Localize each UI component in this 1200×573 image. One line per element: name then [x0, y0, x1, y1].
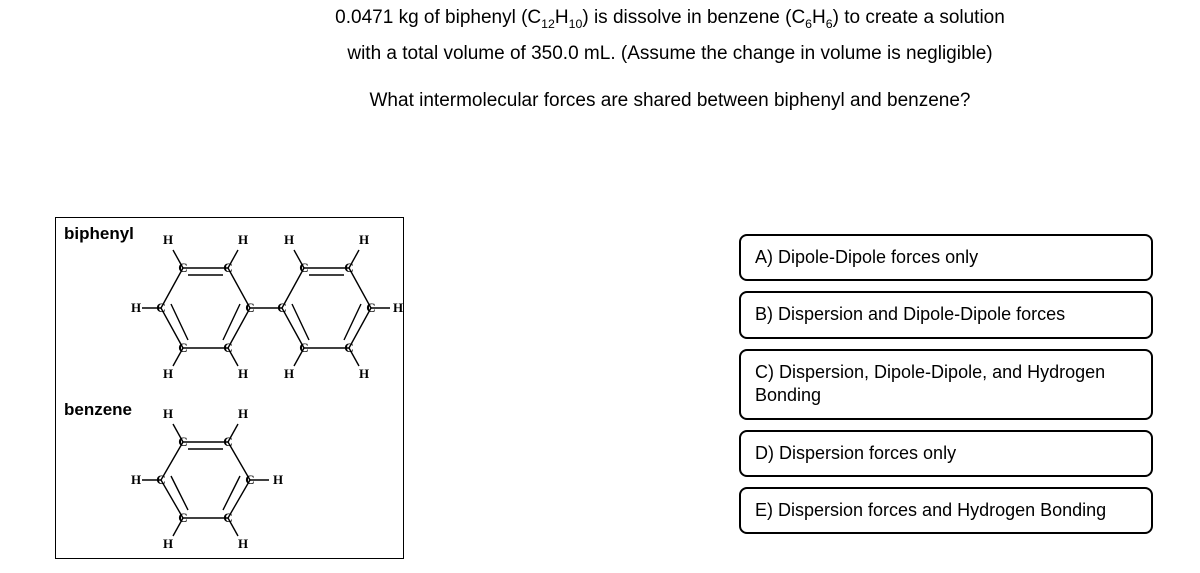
- benzene-label: benzene: [64, 400, 132, 420]
- question-followup: What intermolecular forces are shared be…: [270, 90, 1070, 112]
- svg-text:H: H: [273, 472, 283, 487]
- question-prompt: 0.0471 kg of biphenyl (C12H10) is dissol…: [270, 4, 1070, 73]
- question-line2: with a total volume of 350.0 mL. (Assume…: [270, 40, 1070, 68]
- subscript: 6: [826, 17, 833, 31]
- svg-text:C: C: [277, 300, 286, 315]
- svg-text:H: H: [163, 366, 173, 381]
- option-a[interactable]: A) Dipole-Dipole forces only: [739, 234, 1153, 281]
- svg-text:H: H: [393, 300, 403, 315]
- option-d[interactable]: D) Dispersion forces only: [739, 430, 1153, 477]
- subscript: 10: [569, 17, 583, 31]
- svg-text:H: H: [359, 232, 369, 247]
- structures-panel: biphenyl benzene: [55, 217, 404, 559]
- svg-text:C: C: [178, 510, 187, 525]
- svg-text:H: H: [238, 536, 248, 551]
- svg-text:C: C: [344, 340, 353, 355]
- svg-text:H: H: [284, 366, 294, 381]
- svg-text:H: H: [359, 366, 369, 381]
- svg-text:H: H: [284, 232, 294, 247]
- svg-text:C: C: [245, 472, 254, 487]
- svg-text:H: H: [131, 300, 141, 315]
- svg-text:C: C: [223, 260, 232, 275]
- svg-text:H: H: [163, 536, 173, 551]
- text: H: [555, 7, 569, 28]
- svg-text:H: H: [163, 406, 173, 421]
- svg-text:C: C: [223, 510, 232, 525]
- subscript: 12: [541, 17, 555, 31]
- svg-text:C: C: [156, 472, 165, 487]
- svg-text:C: C: [299, 260, 308, 275]
- answer-options: A) Dipole-Dipole forces only B) Dispersi…: [739, 234, 1153, 544]
- biphenyl-structure: C C C C C C C C C C C C H H H H H H H H H H: [128, 220, 408, 395]
- option-e[interactable]: E) Dispersion forces and Hydrogen Bondin…: [739, 487, 1153, 534]
- svg-text:H: H: [238, 232, 248, 247]
- svg-text:C: C: [299, 340, 308, 355]
- svg-text:C: C: [223, 340, 232, 355]
- svg-text:C: C: [178, 434, 187, 449]
- benzene-structure: C C C C C C H H H H H H: [128, 398, 298, 563]
- svg-text:H: H: [238, 406, 248, 421]
- svg-text:C: C: [223, 434, 232, 449]
- svg-text:C: C: [178, 260, 187, 275]
- svg-text:C: C: [344, 260, 353, 275]
- svg-text:C: C: [366, 300, 375, 315]
- svg-text:H: H: [163, 232, 173, 247]
- svg-text:C: C: [245, 300, 254, 315]
- text: H: [812, 7, 826, 28]
- question-line1: 0.0471 kg of biphenyl (C12H10) is dissol…: [270, 4, 1070, 34]
- biphenyl-label: biphenyl: [64, 224, 134, 244]
- option-b[interactable]: B) Dispersion and Dipole-Dipole forces: [739, 291, 1153, 338]
- svg-text:H: H: [238, 366, 248, 381]
- option-c[interactable]: C) Dispersion, Dipole-Dipole, and Hydrog…: [739, 349, 1153, 420]
- svg-text:C: C: [156, 300, 165, 315]
- text: ) to create a solution: [833, 7, 1005, 28]
- svg-text:C: C: [178, 340, 187, 355]
- svg-text:H: H: [131, 472, 141, 487]
- text: ) is dissolve in benzene (C: [582, 7, 805, 28]
- text: 0.0471 kg of biphenyl (C: [335, 7, 541, 28]
